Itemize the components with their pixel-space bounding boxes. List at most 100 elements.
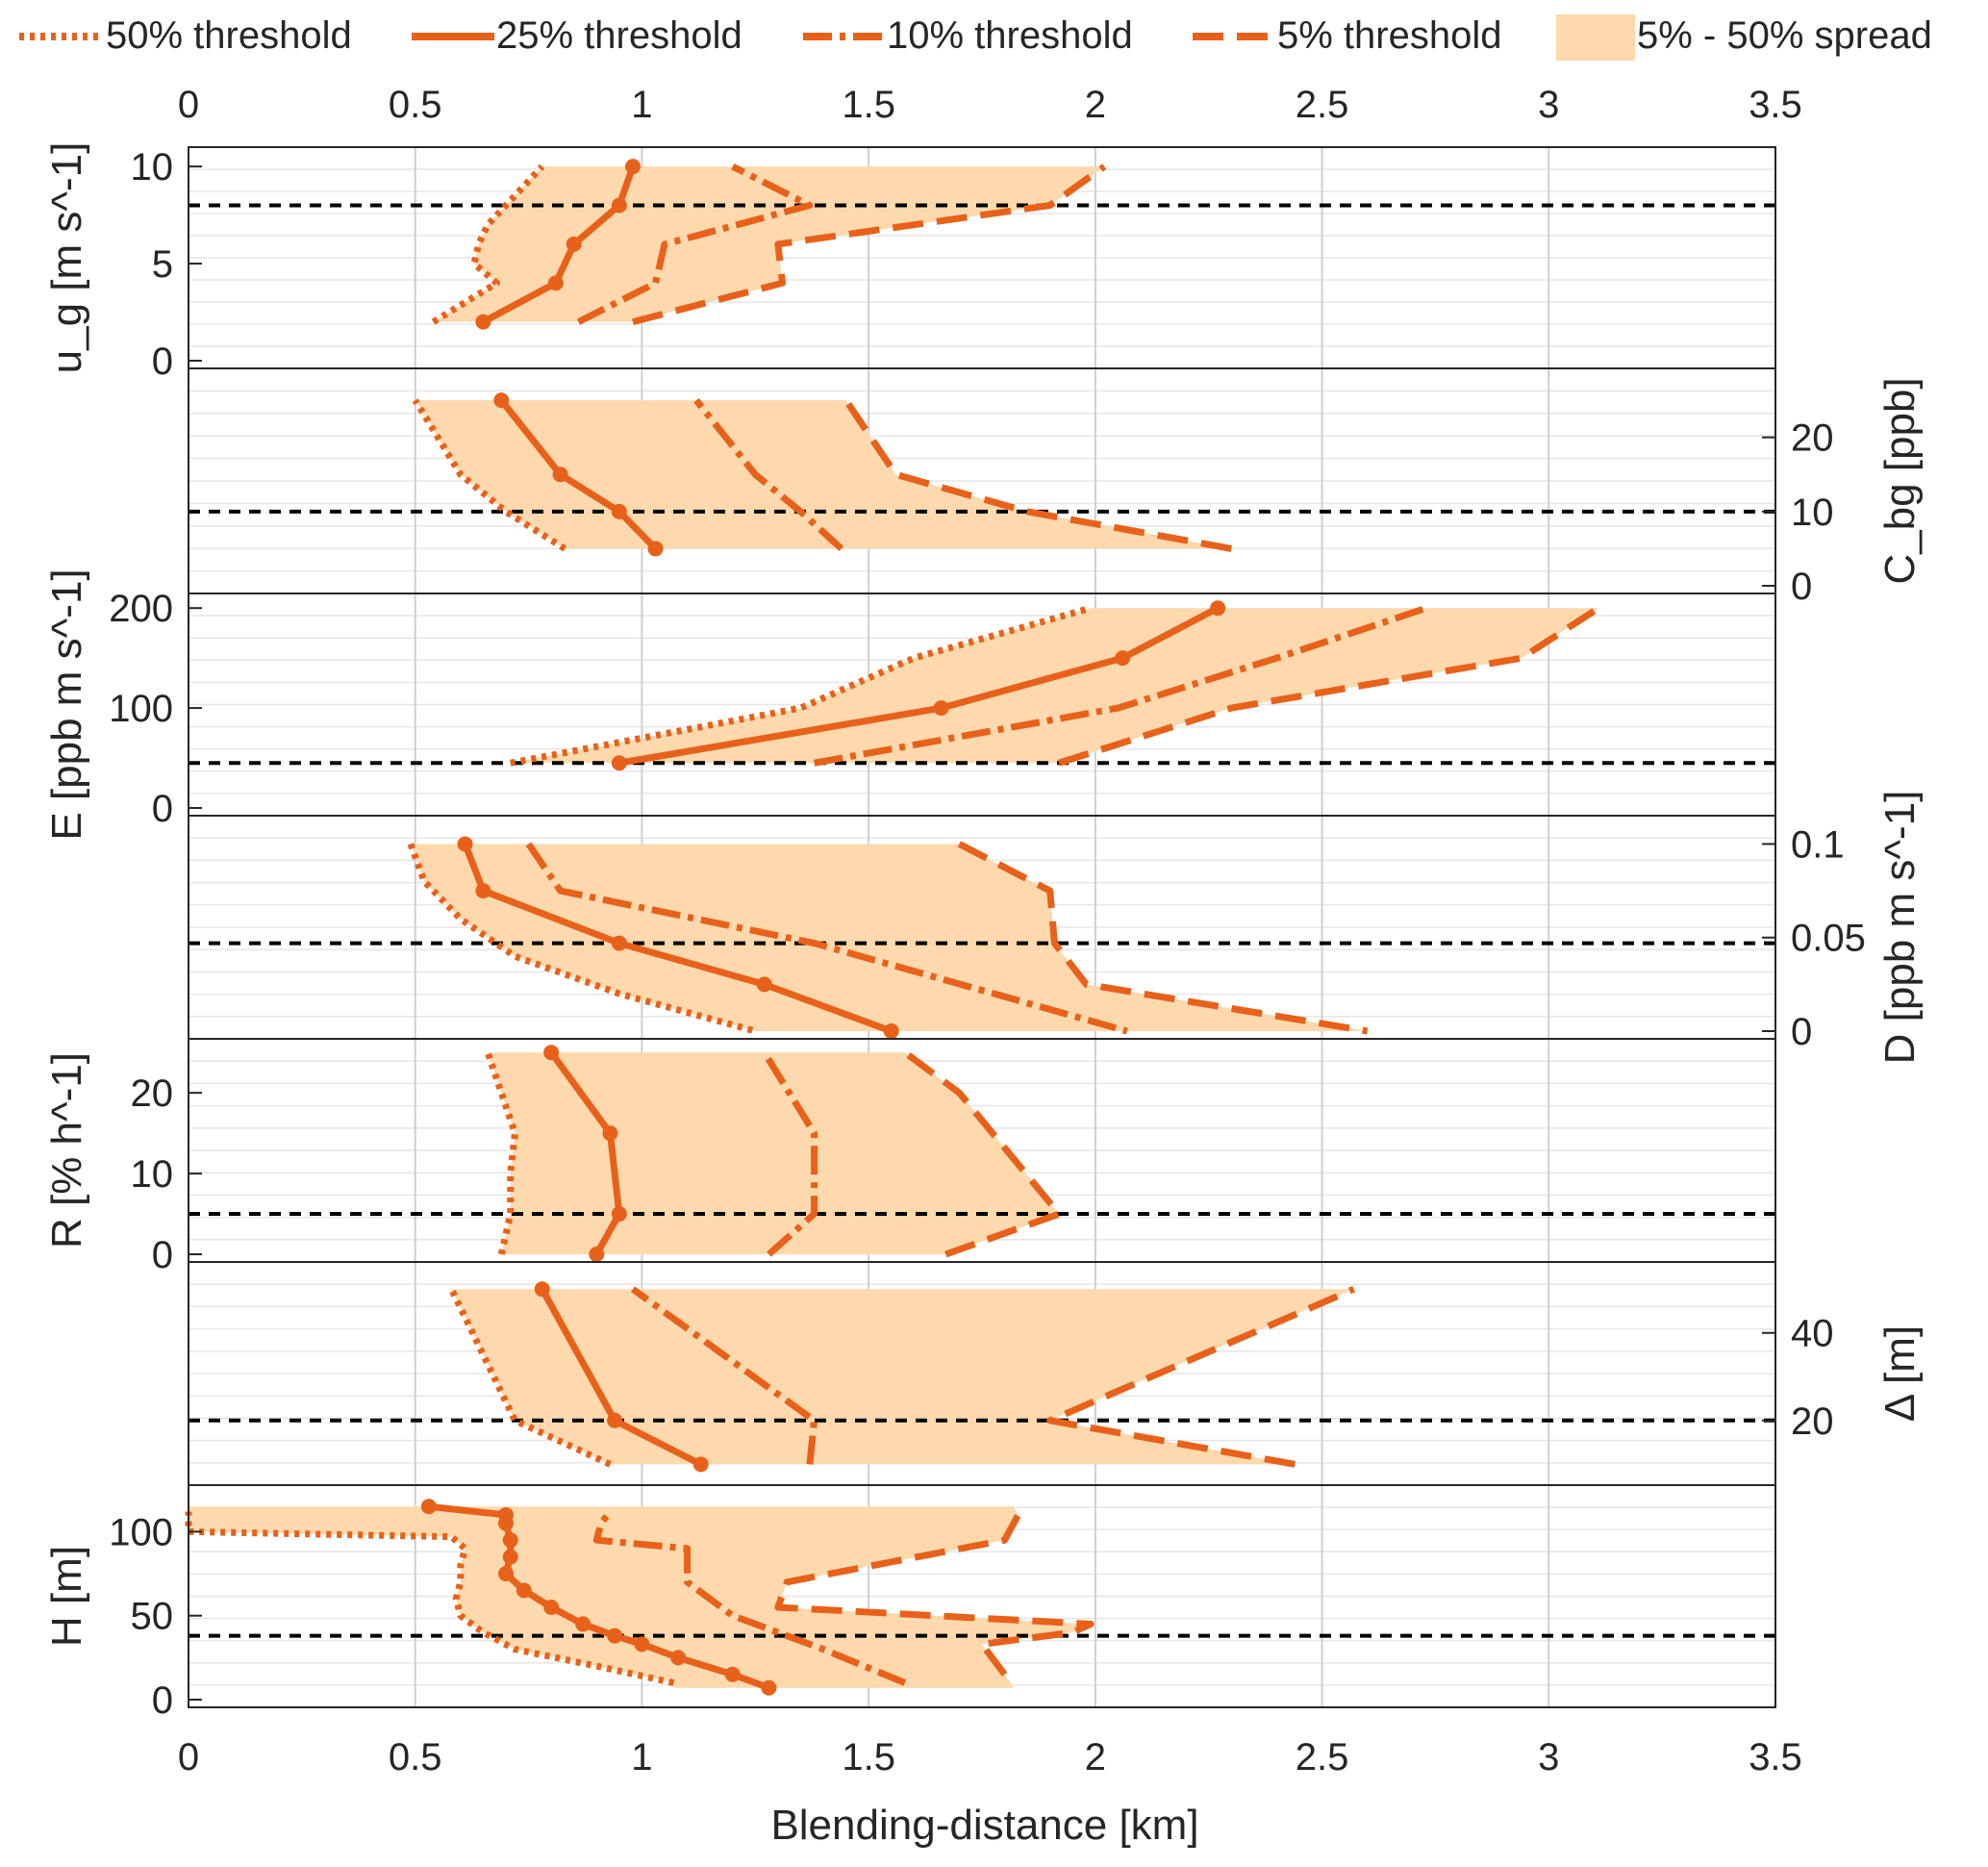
bottom-x-tick-label: 1: [631, 1736, 652, 1779]
data-point-ug: [475, 314, 491, 330]
y-tick-label: 20: [1791, 417, 1834, 460]
data-point-d: [611, 935, 627, 951]
y-tick-label: 100: [109, 688, 173, 730]
data-point-ug: [625, 159, 641, 175]
data-point-delta: [607, 1412, 623, 1428]
data-point-r: [611, 1206, 627, 1223]
series-10-threshold-delta: [630, 1286, 818, 1465]
top-x-tick-label: 3.5: [1749, 84, 1802, 126]
y-tick-label: 100: [109, 1511, 173, 1553]
data-point-h: [498, 1566, 514, 1582]
legend-label-50-threshold: 50% threshold: [106, 14, 352, 57]
series-50-threshold-ug: [431, 164, 545, 325]
series-10-threshold-cbg: [693, 397, 844, 552]
y-axis-label-r: R [% h^-1]: [43, 1052, 90, 1249]
top-x-tick-label: 2: [1085, 84, 1106, 126]
legend-item-5-50-spread: 5% - 50% spread: [1556, 14, 1932, 61]
y-tick-label: 50: [131, 1596, 174, 1638]
y-axis-label-delta: Δ [m]: [1876, 1325, 1924, 1422]
series-5-threshold-r: [902, 1049, 1063, 1258]
data-point-h: [724, 1666, 741, 1682]
series-5-threshold-delta: [1046, 1286, 1355, 1468]
data-point-e: [611, 755, 627, 771]
data-point-h: [670, 1650, 687, 1666]
legend-label-25-threshold: 25% threshold: [496, 14, 742, 57]
panel-frame: [188, 1484, 1776, 1708]
top-x-tick-label: 2.5: [1296, 84, 1349, 126]
data-point-cbg: [493, 392, 510, 409]
legend-label-10-threshold: 10% threshold: [887, 14, 1133, 57]
legend-item-5-threshold: 5% threshold: [1193, 14, 1501, 57]
panel-d: 0 0.05 0.1 D [ppb m s^-1]: [188, 791, 1924, 1065]
spread-area-h: [189, 1506, 1092, 1688]
data-point-h: [516, 1582, 532, 1599]
x-axis-label: Blending-distance [km]: [770, 1802, 1198, 1849]
data-point-h: [575, 1616, 591, 1632]
series-5-threshold-d: [957, 841, 1369, 1035]
y-tick-label: 20: [131, 1072, 174, 1115]
series-5-threshold-e: [1058, 605, 1601, 767]
y-tick-label: 10: [1791, 492, 1834, 534]
y-tick-label: 0: [152, 1679, 173, 1722]
y-axis-label-ug: u_g [m s^-1]: [43, 142, 90, 374]
spread-area-cbg: [415, 400, 1232, 549]
y-tick-label: 0: [1791, 1011, 1812, 1053]
data-point-ug: [547, 275, 564, 291]
series-25-threshold-e: [618, 605, 1220, 767]
data-point-cbg: [611, 503, 627, 519]
data-point-e: [1210, 600, 1226, 617]
data-point-ug: [566, 236, 582, 252]
data-point-d: [457, 836, 473, 852]
panel-e: 0 100 200 E [ppb m s^-1]: [43, 568, 1776, 841]
series-5-threshold-ug: [632, 164, 1107, 326]
y-tick-label: 10: [131, 1153, 174, 1196]
data-point-r: [543, 1045, 560, 1061]
series-10-threshold-h: [592, 1509, 907, 1686]
series-25-threshold-r: [548, 1050, 623, 1256]
data-point-h: [502, 1549, 518, 1565]
panel-cbg: 0 10 20 C_bg [ppb]: [188, 367, 1924, 608]
data-point-h: [498, 1506, 514, 1523]
bottom-x-tick-label: 1.5: [842, 1736, 895, 1779]
bottom-x-tick-label: 0: [178, 1736, 199, 1779]
data-point-delta: [534, 1281, 550, 1298]
top-x-axis: 0 0.5 1 1.5 2 2.5 3 3.5: [178, 84, 1802, 126]
panel-delta: 20 40 Δ [m]: [188, 1261, 1924, 1486]
data-point-cbg: [647, 541, 664, 557]
data-point-ug: [611, 197, 627, 214]
spread-area-r: [488, 1052, 1060, 1254]
top-x-tick-label: 3: [1538, 84, 1559, 126]
series-25-threshold-cbg: [498, 397, 659, 551]
data-point-d: [756, 976, 772, 993]
y-tick-label: 0: [152, 1234, 173, 1276]
legend-swatch-spread: [1556, 14, 1635, 61]
y-axis-label-e: E [ppb m s^-1]: [43, 568, 90, 840]
y-tick-label: 20: [1791, 1400, 1834, 1443]
series-5-threshold-cbg: [843, 398, 1232, 552]
y-axis-label-d: D [ppb m s^-1]: [1876, 791, 1924, 1065]
y-tick-label: 40: [1791, 1313, 1834, 1355]
y-axis-label-h: H [m]: [43, 1546, 90, 1647]
spread-area-ug: [433, 166, 1105, 322]
y-tick-label: 10: [131, 146, 174, 189]
data-point-h: [607, 1627, 623, 1644]
series-50-threshold-h: [185, 1511, 675, 1686]
series-50-threshold-e: [510, 604, 1093, 767]
legend-item-50-threshold: 50% threshold: [19, 14, 352, 57]
data-point-h: [761, 1679, 777, 1696]
data-point-h: [420, 1499, 437, 1515]
data-point-d: [475, 883, 491, 899]
y-tick-label: 200: [109, 588, 173, 630]
spread-area-e: [510, 608, 1599, 764]
y-tick-label: 0: [152, 788, 173, 830]
bottom-x-tick-label: 0.5: [389, 1736, 442, 1779]
series-10-threshold-e: [813, 604, 1428, 767]
bottom-x-tick-label: 3: [1538, 1736, 1559, 1779]
top-x-tick-label: 1.5: [842, 84, 895, 126]
series-5-threshold-h: [774, 1513, 1095, 1677]
y-tick-label: 0.1: [1791, 823, 1845, 866]
data-point-delta: [692, 1456, 709, 1473]
bottom-x-tick-label: 2.5: [1296, 1736, 1349, 1779]
